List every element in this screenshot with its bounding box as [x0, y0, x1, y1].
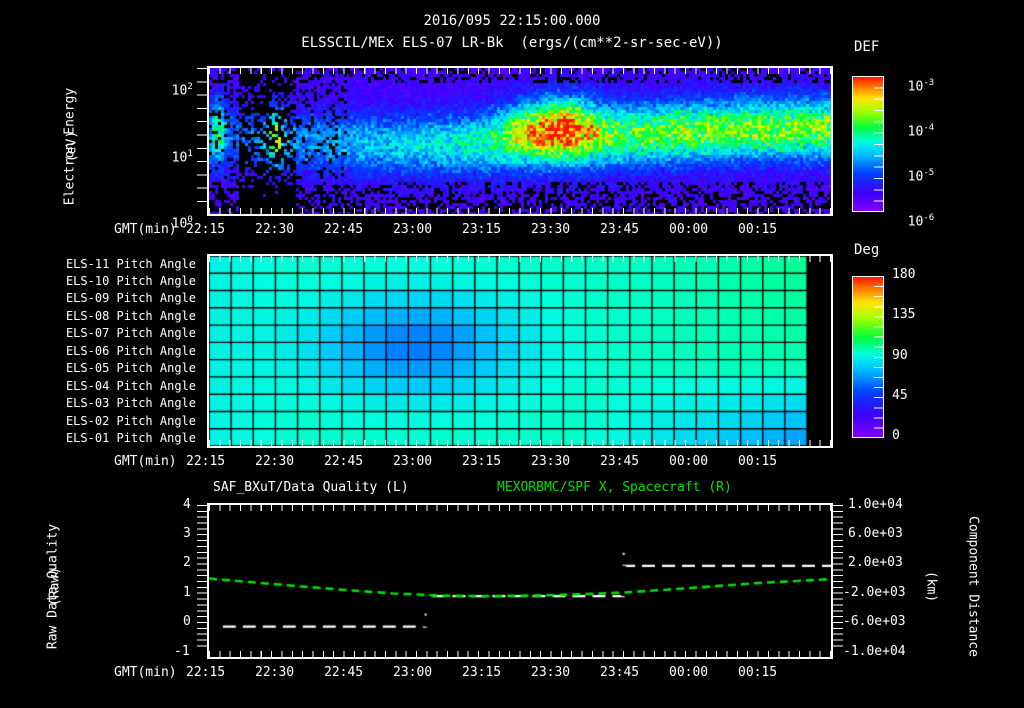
pitch-angle-row-label: ELS-03 Pitch Angle: [65, 396, 196, 410]
cd-ytick-2e3: 2.0e+03: [848, 555, 903, 570]
pitch-angle-row-label: ELS-09 Pitch Angle: [65, 291, 196, 305]
def-tick-4: 10-4: [907, 123, 935, 140]
dq-ytick-0: 0: [183, 614, 191, 629]
spectrogram-ytick-marks: [197, 68, 207, 214]
xtick-label: 23:15: [462, 665, 502, 680]
pitch-angle-panel[interactable]: [209, 256, 807, 446]
xtick-label: 00:00: [669, 454, 709, 469]
def-colorbar-ticks: [874, 76, 883, 212]
xtick-label: 23:30: [531, 222, 571, 237]
xtick-label: 23:00: [393, 454, 433, 469]
xtick-label: 00:15: [738, 454, 778, 469]
deg-colorbar-label: Deg: [854, 242, 880, 258]
xtick-label: 22:45: [324, 222, 364, 237]
spectrogram-ytick-2: 102: [171, 82, 193, 99]
xtick-label: 22:45: [324, 665, 364, 680]
spectrogram-xaxis-label: GMT(min): [114, 222, 177, 237]
spectrogram-canvas[interactable]: [209, 68, 831, 214]
xtick-label: 23:45: [600, 222, 640, 237]
deg-tick-135: 135: [892, 307, 916, 322]
xtick-label: 22:30: [255, 665, 295, 680]
spectrogram-ytick-0: 100: [171, 215, 193, 232]
xtick-label: 22:15: [186, 454, 226, 469]
pitch-angle-row-label: ELS-01 Pitch Angle: [65, 431, 196, 445]
cd-ytick-m2e3: -2.0e+03: [843, 585, 906, 600]
spectrogram-xtick-labels: 22:15 22:30 22:45 23:00 23:15 23:30 23:4…: [186, 222, 831, 239]
pitch-angle-row-label: ELS-07 Pitch Angle: [65, 326, 196, 340]
electron-energy-axis-units: (eV): [64, 130, 80, 163]
raw-data-quality-axis-units: (Raw): [47, 566, 63, 607]
xtick-label: 23:45: [600, 665, 640, 680]
pitch-angle-row-label: ELS-11 Pitch Angle: [65, 257, 196, 271]
dq-ytick-m1: -1: [174, 644, 190, 659]
pitch-angle-xaxis-label: GMT(min): [114, 454, 177, 469]
pitch-angle-row-label: ELS-04 Pitch Angle: [65, 379, 196, 393]
spectrogram-xticks-top: [209, 68, 831, 74]
spectrogram-ytick-1: 101: [171, 149, 193, 166]
xtick-label: 22:15: [186, 222, 226, 237]
def-tick-3: 10-3: [907, 78, 935, 95]
def-tick-5: 10-5: [907, 168, 935, 185]
dataquality-panel[interactable]: [209, 505, 831, 657]
xtick-label: 23:30: [531, 454, 571, 469]
pitch-angle-row-labels: ELS-11 Pitch Angle ELS-10 Pitch Angle EL…: [0, 254, 202, 448]
component-distance-axis-label: Component Distance: [965, 516, 981, 657]
xtick-label: 23:00: [393, 222, 433, 237]
cd-ytick-1e4: 1.0e+04: [848, 497, 903, 512]
pitch-angle-xtick-labels: 22:15 22:30 22:45 23:00 23:15 23:30 23:4…: [186, 454, 831, 471]
pitch-angle-row-label: ELS-06 Pitch Angle: [65, 344, 196, 358]
dataquality-xtick-labels: 22:15 22:30 22:45 23:00 23:15 23:30 23:4…: [186, 665, 831, 682]
dq-ytick-3: 3: [183, 526, 191, 541]
xtick-label: 00:00: [669, 665, 709, 680]
dq-ytick-4: 4: [183, 497, 191, 512]
xtick-label: 23:00: [393, 665, 433, 680]
dq-ytick-2: 2: [183, 555, 191, 570]
xtick-label: 23:45: [600, 454, 640, 469]
pitch-angle-row-label: ELS-08 Pitch Angle: [65, 309, 196, 323]
pitch-angle-xticks-top: [209, 256, 831, 262]
dataquality-xticks-bottom: [209, 651, 831, 657]
plot-title-line1: 2016/095 22:15:00.000: [423, 13, 601, 29]
xtick-label: 00:00: [669, 222, 709, 237]
xtick-label: 22:15: [186, 665, 226, 680]
dataquality-right-ticks: [833, 505, 843, 651]
plot-title-line2: ELSSCIL/MEx ELS-07 LR-Bk (ergs/(cm**2-sr…: [301, 35, 723, 51]
xtick-label: 00:15: [738, 222, 778, 237]
dataquality-left-ticks: [197, 505, 207, 651]
xtick-label: 23:15: [462, 454, 502, 469]
component-distance-axis-units: (km): [923, 570, 939, 603]
def-colorbar-label: DEF: [854, 39, 880, 55]
pitch-angle-row-label: ELS-02 Pitch Angle: [65, 414, 196, 428]
xtick-label: 22:45: [324, 454, 364, 469]
xtick-label: 00:15: [738, 665, 778, 680]
xtick-label: 22:30: [255, 454, 295, 469]
pitch-angle-canvas[interactable]: [209, 256, 807, 446]
dataquality-xaxis-label: GMT(min): [114, 665, 177, 680]
cd-ytick-6e3: 6.0e+03: [848, 526, 903, 541]
xtick-label: 22:30: [255, 222, 295, 237]
deg-colorbar-ticks: [874, 276, 883, 438]
dataquality-canvas[interactable]: [209, 505, 831, 657]
deg-tick-45: 45: [892, 388, 908, 403]
dataquality-xticks-top: [209, 505, 831, 511]
bottom-panel-title-right: MEXORBMC/SPF X, Spacecraft (R): [497, 480, 732, 495]
deg-tick-180: 180: [892, 267, 916, 282]
xtick-label: 23:15: [462, 222, 502, 237]
def-tick-6: 10-6: [907, 213, 935, 230]
cd-ytick-m1e4: -1.0e+04: [843, 644, 906, 659]
deg-tick-90: 90: [892, 348, 908, 363]
bottom-panel-title-left: SAF_BXuT/Data Quality (L): [213, 480, 409, 495]
spectrogram-xticks-bottom: [209, 208, 831, 214]
pitch-angle-row-label: ELS-05 Pitch Angle: [65, 361, 196, 375]
pitch-angle-xticks-bottom: [209, 440, 831, 446]
pitch-angle-row-label: ELS-10 Pitch Angle: [65, 274, 196, 288]
dq-ytick-1: 1: [183, 585, 191, 600]
spectrogram-panel[interactable]: [209, 68, 831, 214]
xtick-label: 23:30: [531, 665, 571, 680]
cd-ytick-m6e3: -6.0e+03: [843, 614, 906, 629]
deg-tick-0: 0: [892, 428, 900, 443]
